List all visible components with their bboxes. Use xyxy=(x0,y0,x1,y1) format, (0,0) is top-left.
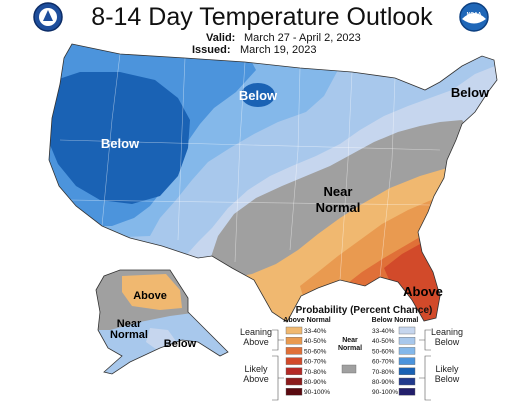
legend-below-column: 33-40% 40-50% 50-60% 60-70% 70-80% 80-90% 90-1… xyxy=(372,326,416,396)
alaska-map xyxy=(96,270,228,374)
label-alaska-near-1: Near xyxy=(117,318,142,330)
legend-likely-below-2: Below xyxy=(435,374,460,384)
legend-below-range-label: 33-40% xyxy=(372,328,395,335)
legend-leaning-below-2: Below xyxy=(435,337,460,347)
legend-brackets xyxy=(272,329,431,401)
ak-zone-above xyxy=(122,274,182,310)
legend-likely-above-1: Likely xyxy=(244,364,268,374)
right-logo: NOAA xyxy=(459,2,489,32)
zone-below-70-west xyxy=(49,72,190,204)
label-alaska-below: Below xyxy=(164,338,197,350)
legend-likely-above-2: Above xyxy=(243,374,269,384)
legend-above-swatch xyxy=(285,357,303,365)
legend-below-swatch xyxy=(398,388,416,396)
legend-below-range-label: 70-80% xyxy=(372,369,395,376)
legend-above-swatch xyxy=(285,326,303,335)
conus-outline xyxy=(48,43,498,323)
legend-above-swatch xyxy=(285,377,303,386)
label-northeast-below: Below xyxy=(451,85,490,100)
legend-below-swatch xyxy=(398,337,416,345)
legend-above-swatch xyxy=(285,367,303,375)
legend-above-range-label: 90-100% xyxy=(304,389,330,396)
issued-date: March 19, 2023 xyxy=(240,44,316,56)
legend-above-swatch xyxy=(285,337,303,345)
zone-near-normal xyxy=(210,120,470,276)
issued-label: Issued: xyxy=(192,44,231,56)
left-logo xyxy=(33,2,63,32)
legend-above-range-label: 70-80% xyxy=(304,369,327,376)
legend-above-swatch xyxy=(285,388,303,396)
legend-below-swatch xyxy=(398,367,416,375)
legend-below-swatch xyxy=(398,326,416,335)
legend-leaning-below-1: Leaning xyxy=(431,327,463,337)
doc-seal-eagle xyxy=(43,10,53,21)
label-near-normal-2: Normal xyxy=(316,200,361,215)
legend-leaning-above-2: Above xyxy=(243,337,269,347)
legend-near-1: Near xyxy=(342,337,358,344)
legend-below-range-label: 50-60% xyxy=(372,348,395,355)
legend-above-range-label: 50-60% xyxy=(304,348,327,355)
alaska-outline xyxy=(95,269,229,375)
legend-above-range-label: 80-90% xyxy=(304,379,327,386)
label-alaska-near-2: Normal xyxy=(110,329,148,341)
page-title: 8-14 Day Temperature Outlook xyxy=(91,3,433,31)
legend-above-range-label: 60-70% xyxy=(304,359,327,366)
label-southeast-above: Above xyxy=(403,284,443,299)
noaa-logo-text: NOAA xyxy=(467,12,482,18)
legend-below-range-label: 90-100% xyxy=(372,389,398,396)
valid-label: Valid: xyxy=(206,32,235,44)
legend-below-range-label: 60-70% xyxy=(372,359,395,366)
legend-near-swatch xyxy=(341,364,357,374)
state-lines xyxy=(59,53,441,281)
legend-leaning-above-1: Leaning xyxy=(240,327,272,337)
legend-below-range-label: 80-90% xyxy=(372,379,395,386)
legend-near-2: Normal xyxy=(338,345,362,352)
label-north-below: Below xyxy=(239,88,278,103)
valid-dates: March 27 - April 2, 2023 xyxy=(244,32,361,44)
label-alaska-above: Above xyxy=(133,290,167,302)
legend-above-header: Above Normal xyxy=(283,317,331,324)
legend-below-header: Below Normal xyxy=(372,317,419,324)
legend-above-range-label: 33-40% xyxy=(304,328,327,335)
legend-above-swatch xyxy=(285,347,303,355)
label-west-below: Below xyxy=(101,136,140,151)
legend-above-range-label: 40-50% xyxy=(304,338,327,345)
label-near-normal-1: Near xyxy=(324,184,353,199)
legend-title: Probability (Percent Chance) xyxy=(296,305,433,316)
legend-above-column: 33-40% 40-50% 50-60% 60-70% 70-80% 80-90% 90-1… xyxy=(285,326,330,396)
legend-below-range-label: 40-50% xyxy=(372,338,395,345)
zone-below-70-north xyxy=(241,83,275,107)
legend: Probability (Percent Chance) Above Norma… xyxy=(240,305,463,401)
legend-below-swatch xyxy=(398,357,416,365)
legend-below-swatch xyxy=(398,377,416,386)
noaa-logo-wave xyxy=(462,13,486,24)
legend-below-swatch xyxy=(398,347,416,355)
legend-likely-below-1: Likely xyxy=(435,364,459,374)
